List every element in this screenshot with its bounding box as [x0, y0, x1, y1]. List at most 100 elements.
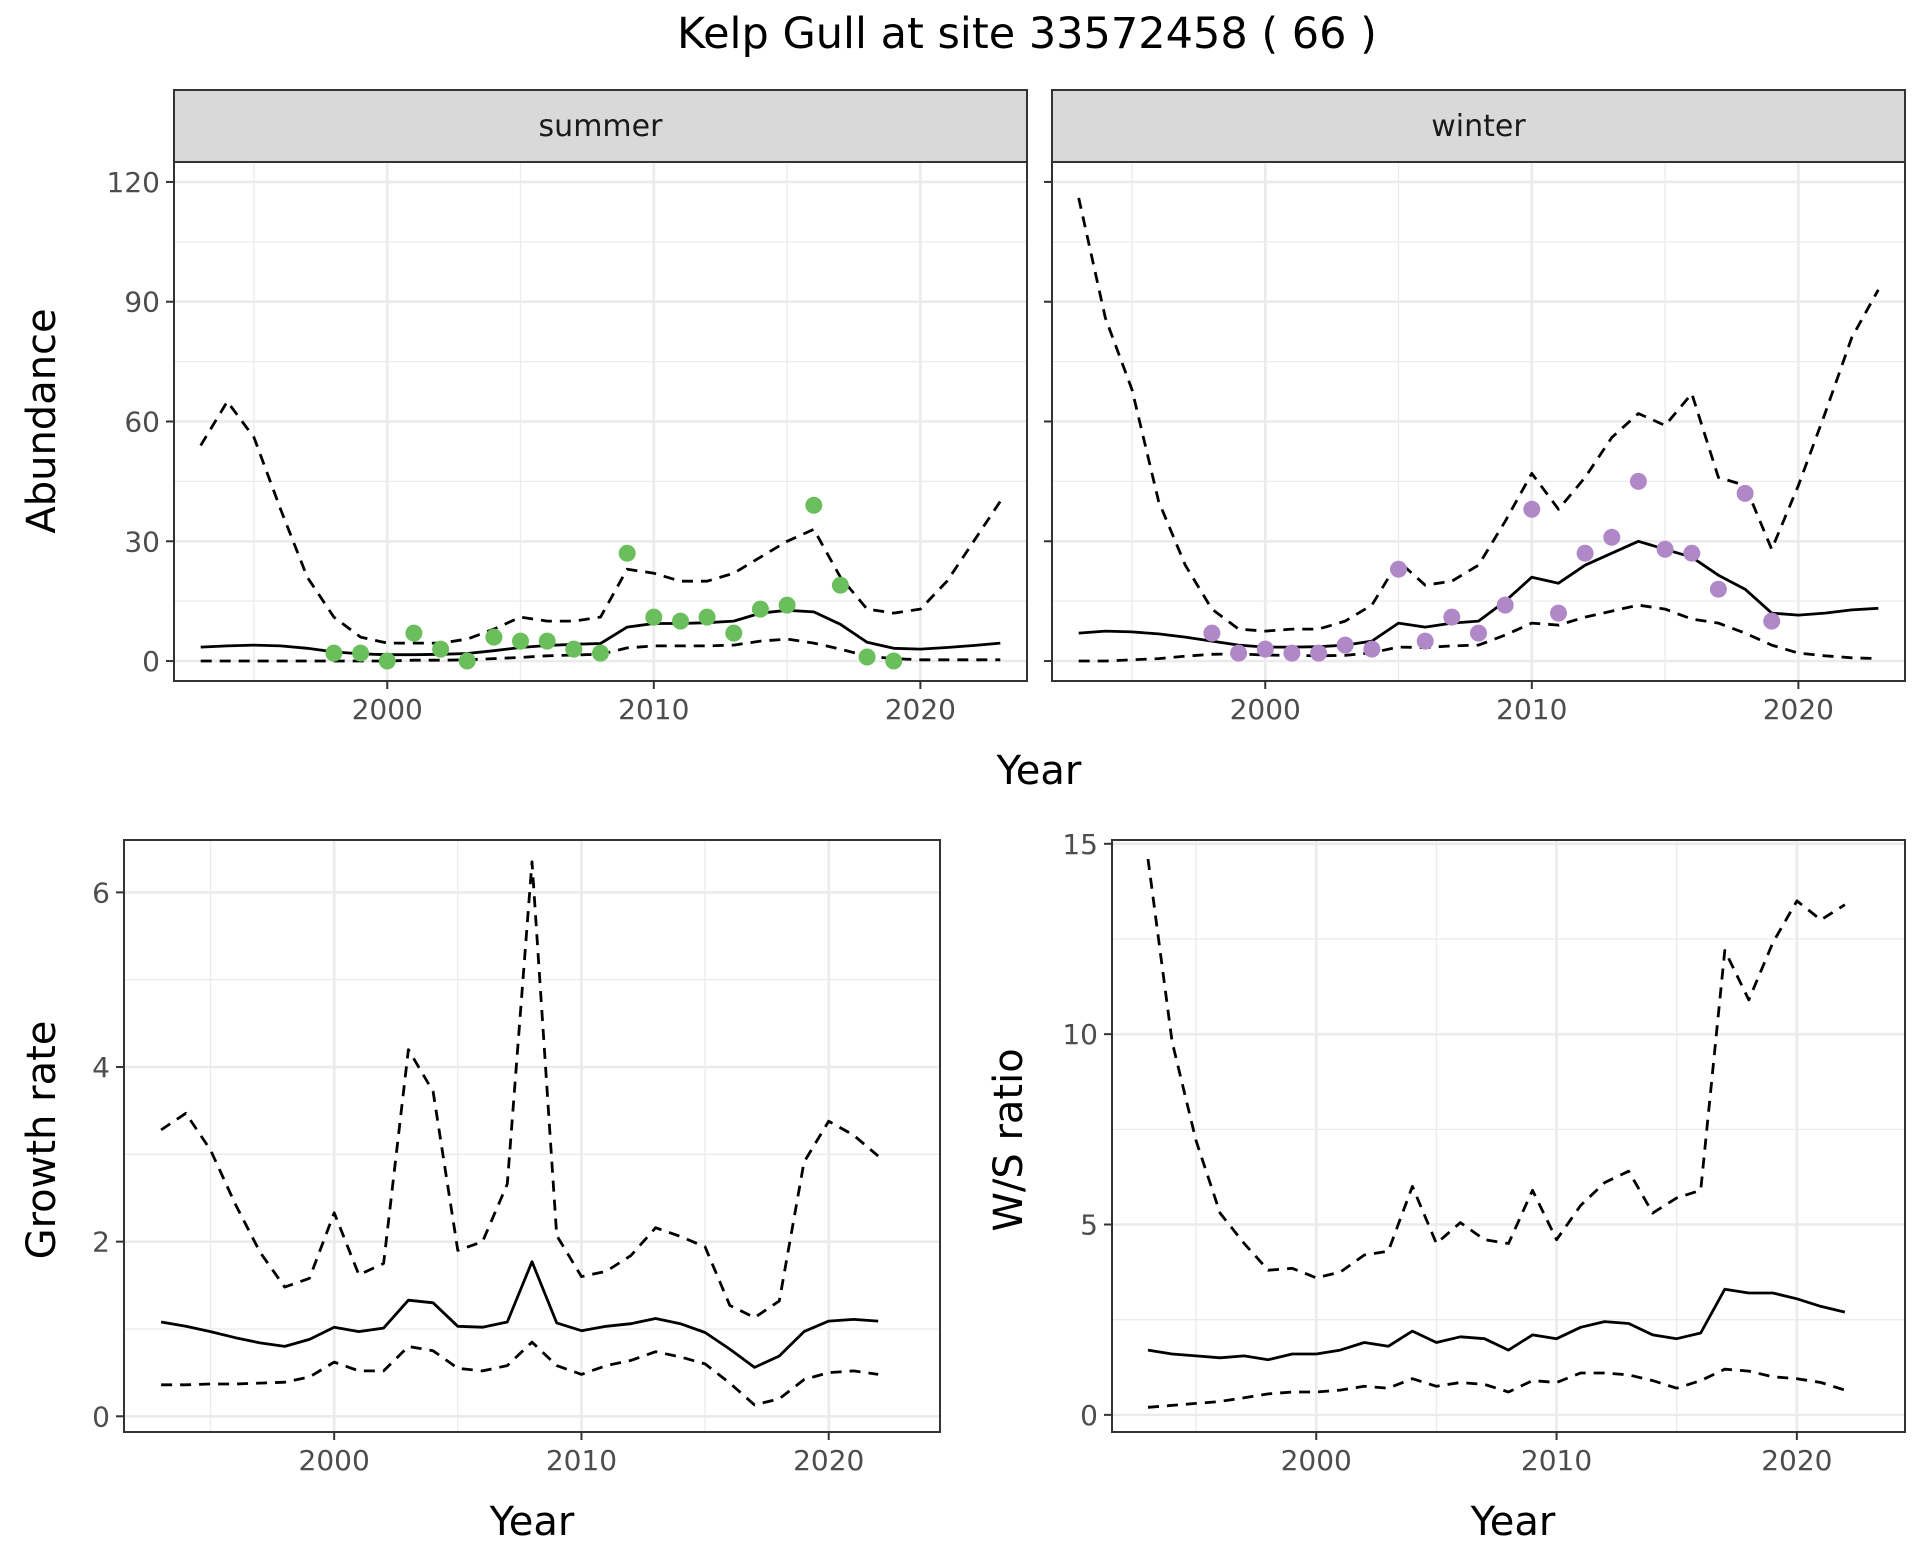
data-point-winter [1443, 608, 1461, 626]
data-point-winter [1336, 636, 1354, 654]
series-line-lower-bound [1147, 1367, 1846, 1409]
data-point-winter [1683, 544, 1701, 562]
x-axis-label-top: Year [996, 748, 1082, 794]
data-point-winter [1283, 644, 1301, 662]
x-tick-label: 2000 [299, 1444, 370, 1477]
strip-label-winter: winter [1431, 109, 1526, 144]
y-tick-label: 120 [107, 166, 160, 199]
panel-growth-rate: 2000 2010 2020 0 2 4 6 [92, 839, 941, 1477]
x-tick-label: 2010 [618, 693, 689, 726]
data-point-summer [538, 632, 556, 650]
strip-background-winter [1051, 89, 1906, 163]
x-tick-label: 2000 [1281, 1444, 1352, 1477]
series-line-lower-bound [161, 1340, 879, 1407]
data-point-winter [1709, 580, 1727, 598]
panel-winter: winter 2000 2010 2020 [1044, 89, 1906, 726]
data-point-summer [352, 644, 370, 662]
data-point-winter [1576, 544, 1594, 562]
plot-area-ws-ratio: 2000 2010 2020 0 5 10 15 [1062, 828, 1906, 1477]
y-axis-label-abundance: Abundance [19, 308, 65, 533]
plot-area-summer: 2000 2010 2020 0 30 60 90 120 [107, 161, 1028, 726]
data-point-summer [592, 644, 609, 662]
data-point-winter [1363, 640, 1381, 658]
data-point-summer [672, 612, 689, 630]
x-axis-label-growth-rate: Year [489, 1499, 575, 1545]
x-tick-label: 2010 [1496, 693, 1567, 726]
x-tick-label: 2010 [546, 1444, 617, 1477]
panel-border-growth [123, 839, 941, 1433]
x-tick-label: 2020 [793, 1444, 864, 1477]
data-point-winter [1736, 484, 1754, 502]
plot-background-ws-ratio [1112, 840, 1905, 1432]
y-tick-label: 10 [1062, 1018, 1098, 1051]
panel-border-ws-ratio [1111, 839, 1906, 1433]
data-point-summer [858, 648, 876, 666]
data-point-summer [325, 644, 343, 662]
data-point-winter [1230, 644, 1248, 662]
plot-area-growth-rate: 2000 2010 2020 0 2 4 6 [92, 839, 941, 1477]
data-point-summer [778, 596, 796, 614]
y-tick-label: 5 [1080, 1209, 1098, 1242]
y-tick-label: 4 [92, 1051, 110, 1084]
data-point-summer [805, 496, 823, 514]
y-tick-label: 30 [124, 525, 160, 558]
x-tick-label: 2010 [1521, 1444, 1592, 1477]
data-point-summer [698, 608, 716, 626]
series-line-estimate [160, 1260, 879, 1369]
series-line-upper-bound [160, 860, 880, 1319]
y-axis-label-growth-rate: Growth rate [19, 1021, 65, 1260]
series-line-lower-bound [1078, 603, 1879, 663]
data-point-summer [485, 628, 503, 646]
data-point-summer [645, 608, 663, 626]
strip-background-summer [173, 89, 1028, 163]
data-point-winter [1203, 624, 1221, 642]
data-point-summer [512, 632, 529, 650]
data-point-winter [1603, 528, 1621, 546]
data-point-winter [1523, 500, 1541, 518]
data-point-winter [1256, 640, 1274, 658]
data-point-summer [751, 600, 769, 618]
data-point-winter [1416, 632, 1434, 650]
series-line-upper-bound [1146, 858, 1846, 1280]
y-tick-label: 60 [124, 406, 160, 439]
panel-summer: summer 2000 2010 2020 0 30 60 90 120 [107, 89, 1028, 726]
x-tick-label: 2020 [885, 693, 956, 726]
data-point-summer [432, 640, 450, 658]
data-point-summer [725, 624, 743, 642]
x-axis-label-ws-ratio: Year [1470, 1499, 1556, 1545]
strip-label-summer: summer [539, 109, 664, 144]
y-tick-label: 15 [1062, 828, 1098, 861]
data-point-summer [378, 652, 396, 670]
data-point-summer [885, 652, 903, 670]
data-point-winter [1763, 612, 1781, 630]
data-point-summer [405, 624, 423, 642]
data-point-summer [831, 576, 849, 594]
x-tick-label: 2000 [1230, 693, 1301, 726]
y-axis-label-ws-ratio: W/S ratio [986, 1048, 1032, 1231]
x-tick-label: 2000 [352, 693, 423, 726]
data-point-winter [1550, 604, 1567, 622]
data-point-winter [1470, 624, 1487, 642]
plot-area-winter: 2000 2010 2020 [1044, 161, 1906, 726]
y-tick-label: 6 [92, 876, 110, 909]
y-tick-label: 0 [142, 645, 160, 678]
series-line-upper-bound [199, 400, 1002, 645]
y-tick-label: 2 [92, 1226, 110, 1259]
data-point-summer [565, 640, 583, 658]
panel-ws-ratio: 2000 2010 2020 0 5 10 15 [1062, 828, 1906, 1477]
data-point-winter [1310, 644, 1328, 662]
data-point-winter [1629, 472, 1647, 490]
data-point-summer [458, 652, 476, 670]
x-tick-label: 2020 [1761, 1444, 1832, 1477]
series-line-estimate [1147, 1287, 1846, 1362]
y-tick-label: 90 [124, 286, 160, 319]
x-tick-label: 2020 [1763, 693, 1834, 726]
data-point-winter [1656, 540, 1674, 558]
y-tick-label: 0 [1080, 1399, 1098, 1432]
chart-title: Kelp Gull at site 33572458 ( 66 ) [677, 9, 1377, 59]
data-point-winter [1496, 596, 1514, 614]
y-tick-label: 0 [92, 1400, 110, 1433]
data-point-summer [618, 544, 636, 562]
data-point-winter [1390, 560, 1407, 578]
